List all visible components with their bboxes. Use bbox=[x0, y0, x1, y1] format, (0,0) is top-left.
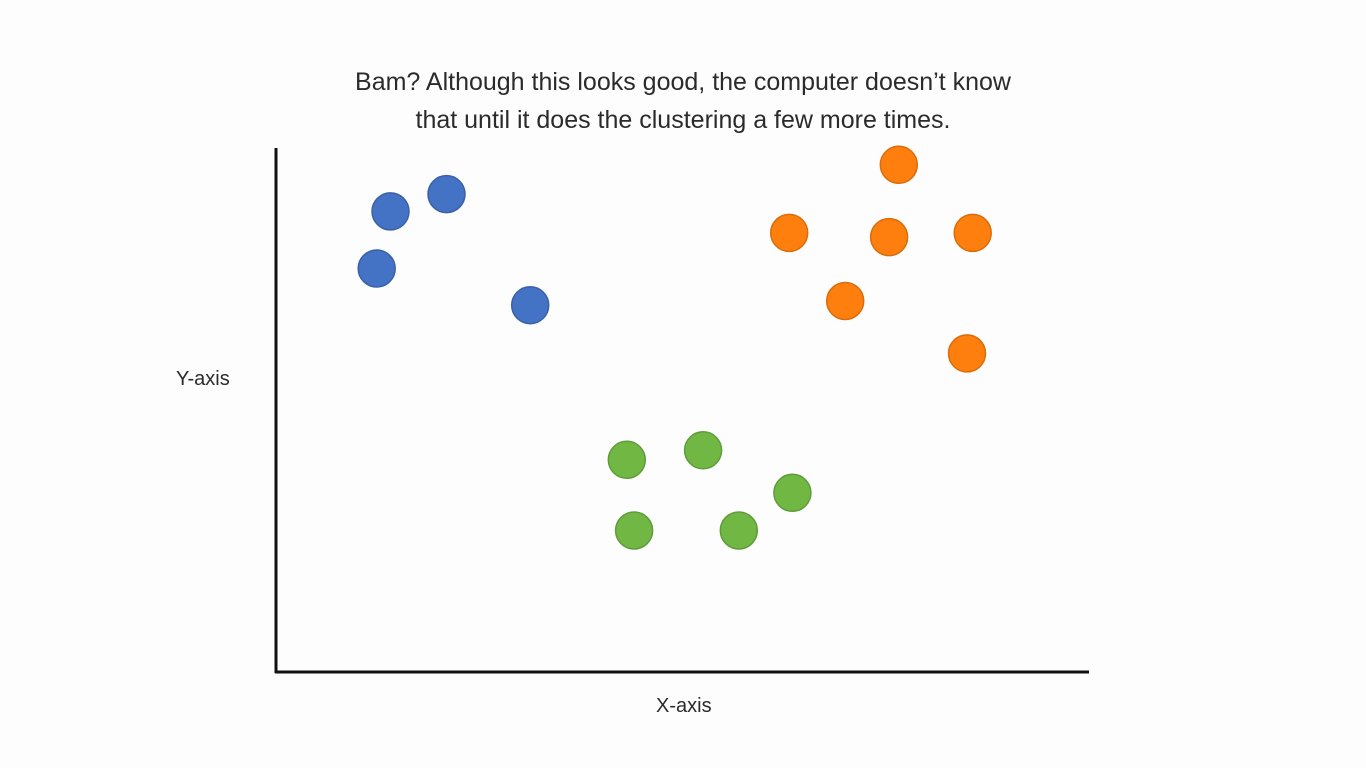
y-axis-label: Y-axis bbox=[176, 368, 230, 390]
scatter-point-series-2-1 bbox=[879, 145, 919, 185]
scatter-point-series-3-2 bbox=[683, 431, 723, 470]
scatter-point-series-1-2 bbox=[427, 174, 466, 214]
scatter-point-series-1-4 bbox=[510, 285, 550, 325]
chart-title-line-2: that until it does the clustering a few … bbox=[415, 106, 951, 134]
scatter-point-series-1-3 bbox=[357, 249, 396, 288]
scatter-point-series-2-2 bbox=[769, 213, 809, 253]
scatter-point-series-2-6 bbox=[947, 334, 987, 373]
scatter-point-series-3-4 bbox=[614, 511, 654, 550]
scatter-point-series-2-4 bbox=[953, 213, 992, 253]
x-axis-label: X-axis bbox=[656, 695, 712, 717]
scatter-point-series-2-3 bbox=[869, 217, 909, 257]
scatter-point-series-1-1 bbox=[371, 192, 410, 231]
scatter-point-series-2-5 bbox=[825, 281, 865, 321]
scatter-point-series-3-1 bbox=[607, 440, 647, 480]
points-layer bbox=[357, 145, 992, 550]
scatter-point-series-3-3 bbox=[773, 473, 812, 513]
chart-title-line-1: Bam? Although this looks good, the compu… bbox=[355, 68, 1011, 96]
scatter-point-series-3-5 bbox=[719, 511, 759, 550]
